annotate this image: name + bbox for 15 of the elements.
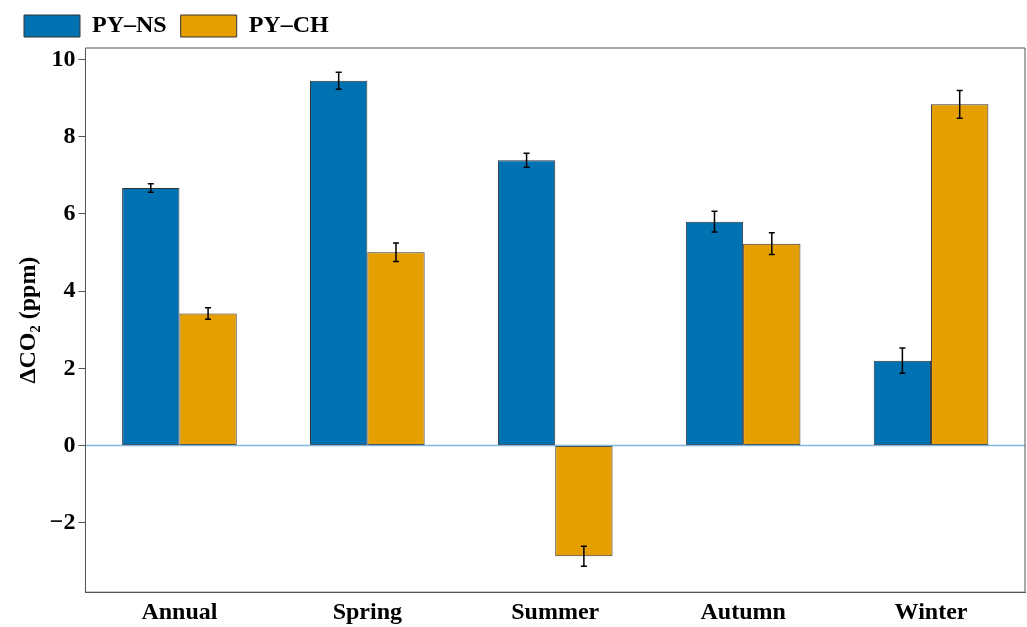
y-tick-label: 0 [63, 430, 76, 457]
x-tick-label: Autumn [700, 597, 786, 624]
y-tick-label: −2 [49, 507, 76, 534]
x-tick-label: Spring [332, 597, 403, 624]
legend-label: PY–CH [248, 11, 329, 38]
y-tick-label: 2 [63, 353, 76, 380]
x-tick-label: Annual [141, 597, 218, 624]
y-tick-label: 8 [63, 121, 76, 148]
y-axis-title: ΔCO₂ (ppm) [13, 256, 40, 384]
y-tick-label: 10 [51, 44, 76, 71]
x-tick-label: Summer [511, 597, 600, 624]
y-tick-label: 4 [63, 276, 76, 303]
y-tick-label: 6 [63, 199, 76, 226]
x-tick-label: Winter [894, 597, 968, 624]
legend-label: PY–NS [92, 11, 167, 38]
